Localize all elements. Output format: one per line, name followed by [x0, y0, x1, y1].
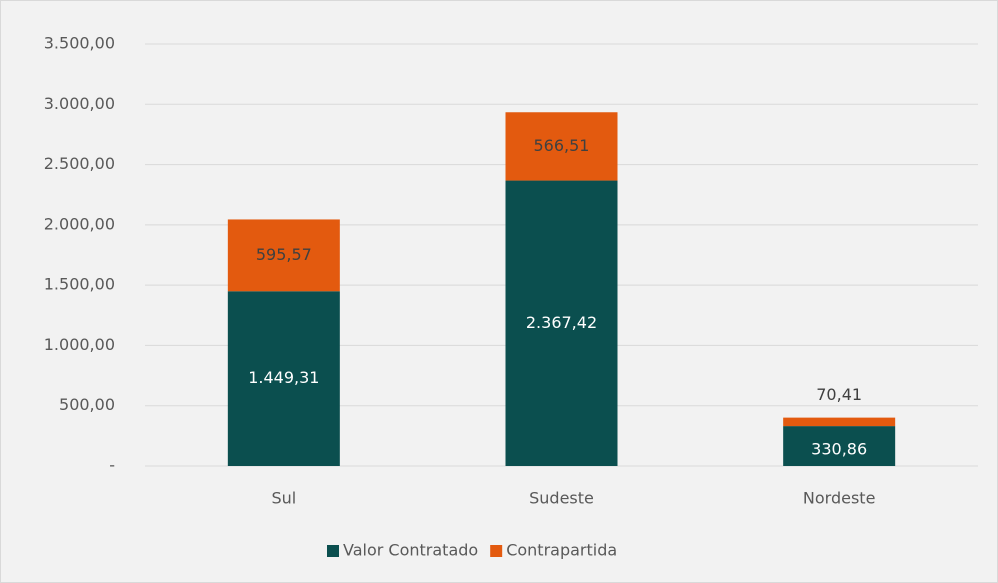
y-tick-label: 1.500,00 — [44, 275, 115, 294]
x-tick-label: Nordeste — [803, 489, 876, 508]
y-tick-label: 2.000,00 — [44, 214, 115, 233]
bar-segment — [505, 112, 618, 181]
y-tick-label: 500,00 — [59, 395, 115, 414]
data-label: 1.449,31 — [248, 368, 319, 387]
data-label: 330,86 — [811, 440, 867, 459]
bar-segment — [227, 291, 340, 466]
y-tick-label: 1.000,00 — [44, 335, 115, 354]
bar-segment — [783, 417, 896, 427]
y-tick-label: 2.500,00 — [44, 154, 115, 173]
y-tick-label: - — [109, 456, 115, 475]
legend-swatch — [490, 545, 503, 557]
y-tick-label: 3.500,00 — [44, 34, 115, 53]
legend-swatch — [327, 545, 339, 557]
bar-segment — [783, 426, 896, 466]
data-label: 566,51 — [534, 136, 590, 155]
x-tick-label: Sudeste — [529, 489, 594, 508]
bar-segment — [505, 180, 618, 466]
legend-label: Valor Contratado — [343, 541, 478, 560]
data-label: 2.367,42 — [526, 313, 597, 332]
legend-label: Contrapartida — [506, 541, 617, 560]
bar-segment — [227, 219, 340, 292]
y-tick-label: 3.000,00 — [44, 94, 115, 113]
data-label: 595,57 — [256, 245, 312, 264]
data-label: 70,41 — [816, 385, 862, 404]
x-tick-label: Sul — [271, 489, 296, 508]
